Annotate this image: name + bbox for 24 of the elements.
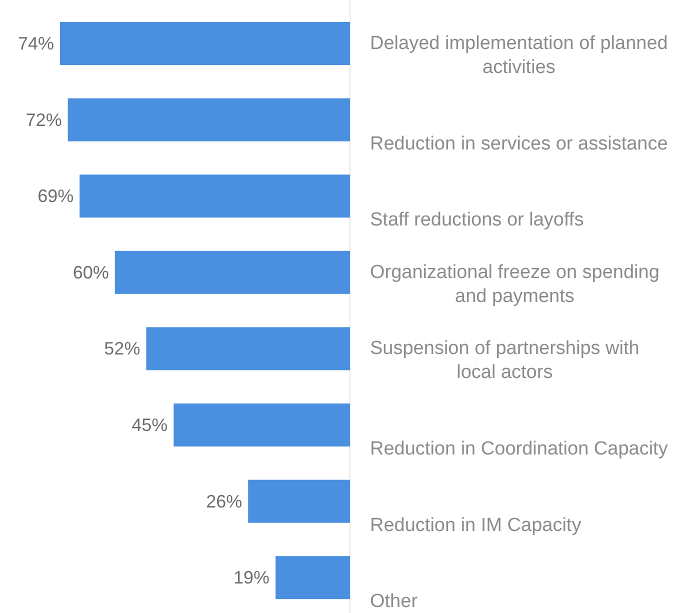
bar (146, 327, 350, 370)
data-label: 52% (104, 338, 140, 359)
y-tick-label: Organizational freeze on spending and payments (370, 262, 660, 307)
bar (174, 404, 350, 446)
data-label: 19% (234, 568, 270, 588)
data-label: 60% (72, 262, 109, 282)
bar (114, 250, 350, 294)
data-label: 74% (18, 34, 54, 54)
bar (60, 22, 350, 65)
y-tick-label: Suspension of partnerships with local actors (370, 338, 640, 384)
bar (248, 480, 350, 523)
y-tick-label: Delayed implementation of planned activities (370, 33, 668, 78)
data-label: 26% (206, 491, 242, 512)
y-tick-label: Reduction in IM Capacity (370, 514, 582, 536)
data-label: 69% (38, 186, 74, 206)
y-tick-label: Reduction in Coordination Capacity (370, 438, 668, 460)
y-tick-label: Other (370, 591, 418, 612)
bar (276, 556, 350, 600)
y-tick-label: Reduction in services or assistance (370, 133, 668, 154)
data-label: 45% (132, 415, 168, 435)
data-label: 72% (26, 110, 62, 130)
bar (80, 174, 350, 218)
bar (68, 98, 350, 142)
y-tick-label: Staff reductions or layoffs (370, 210, 584, 231)
